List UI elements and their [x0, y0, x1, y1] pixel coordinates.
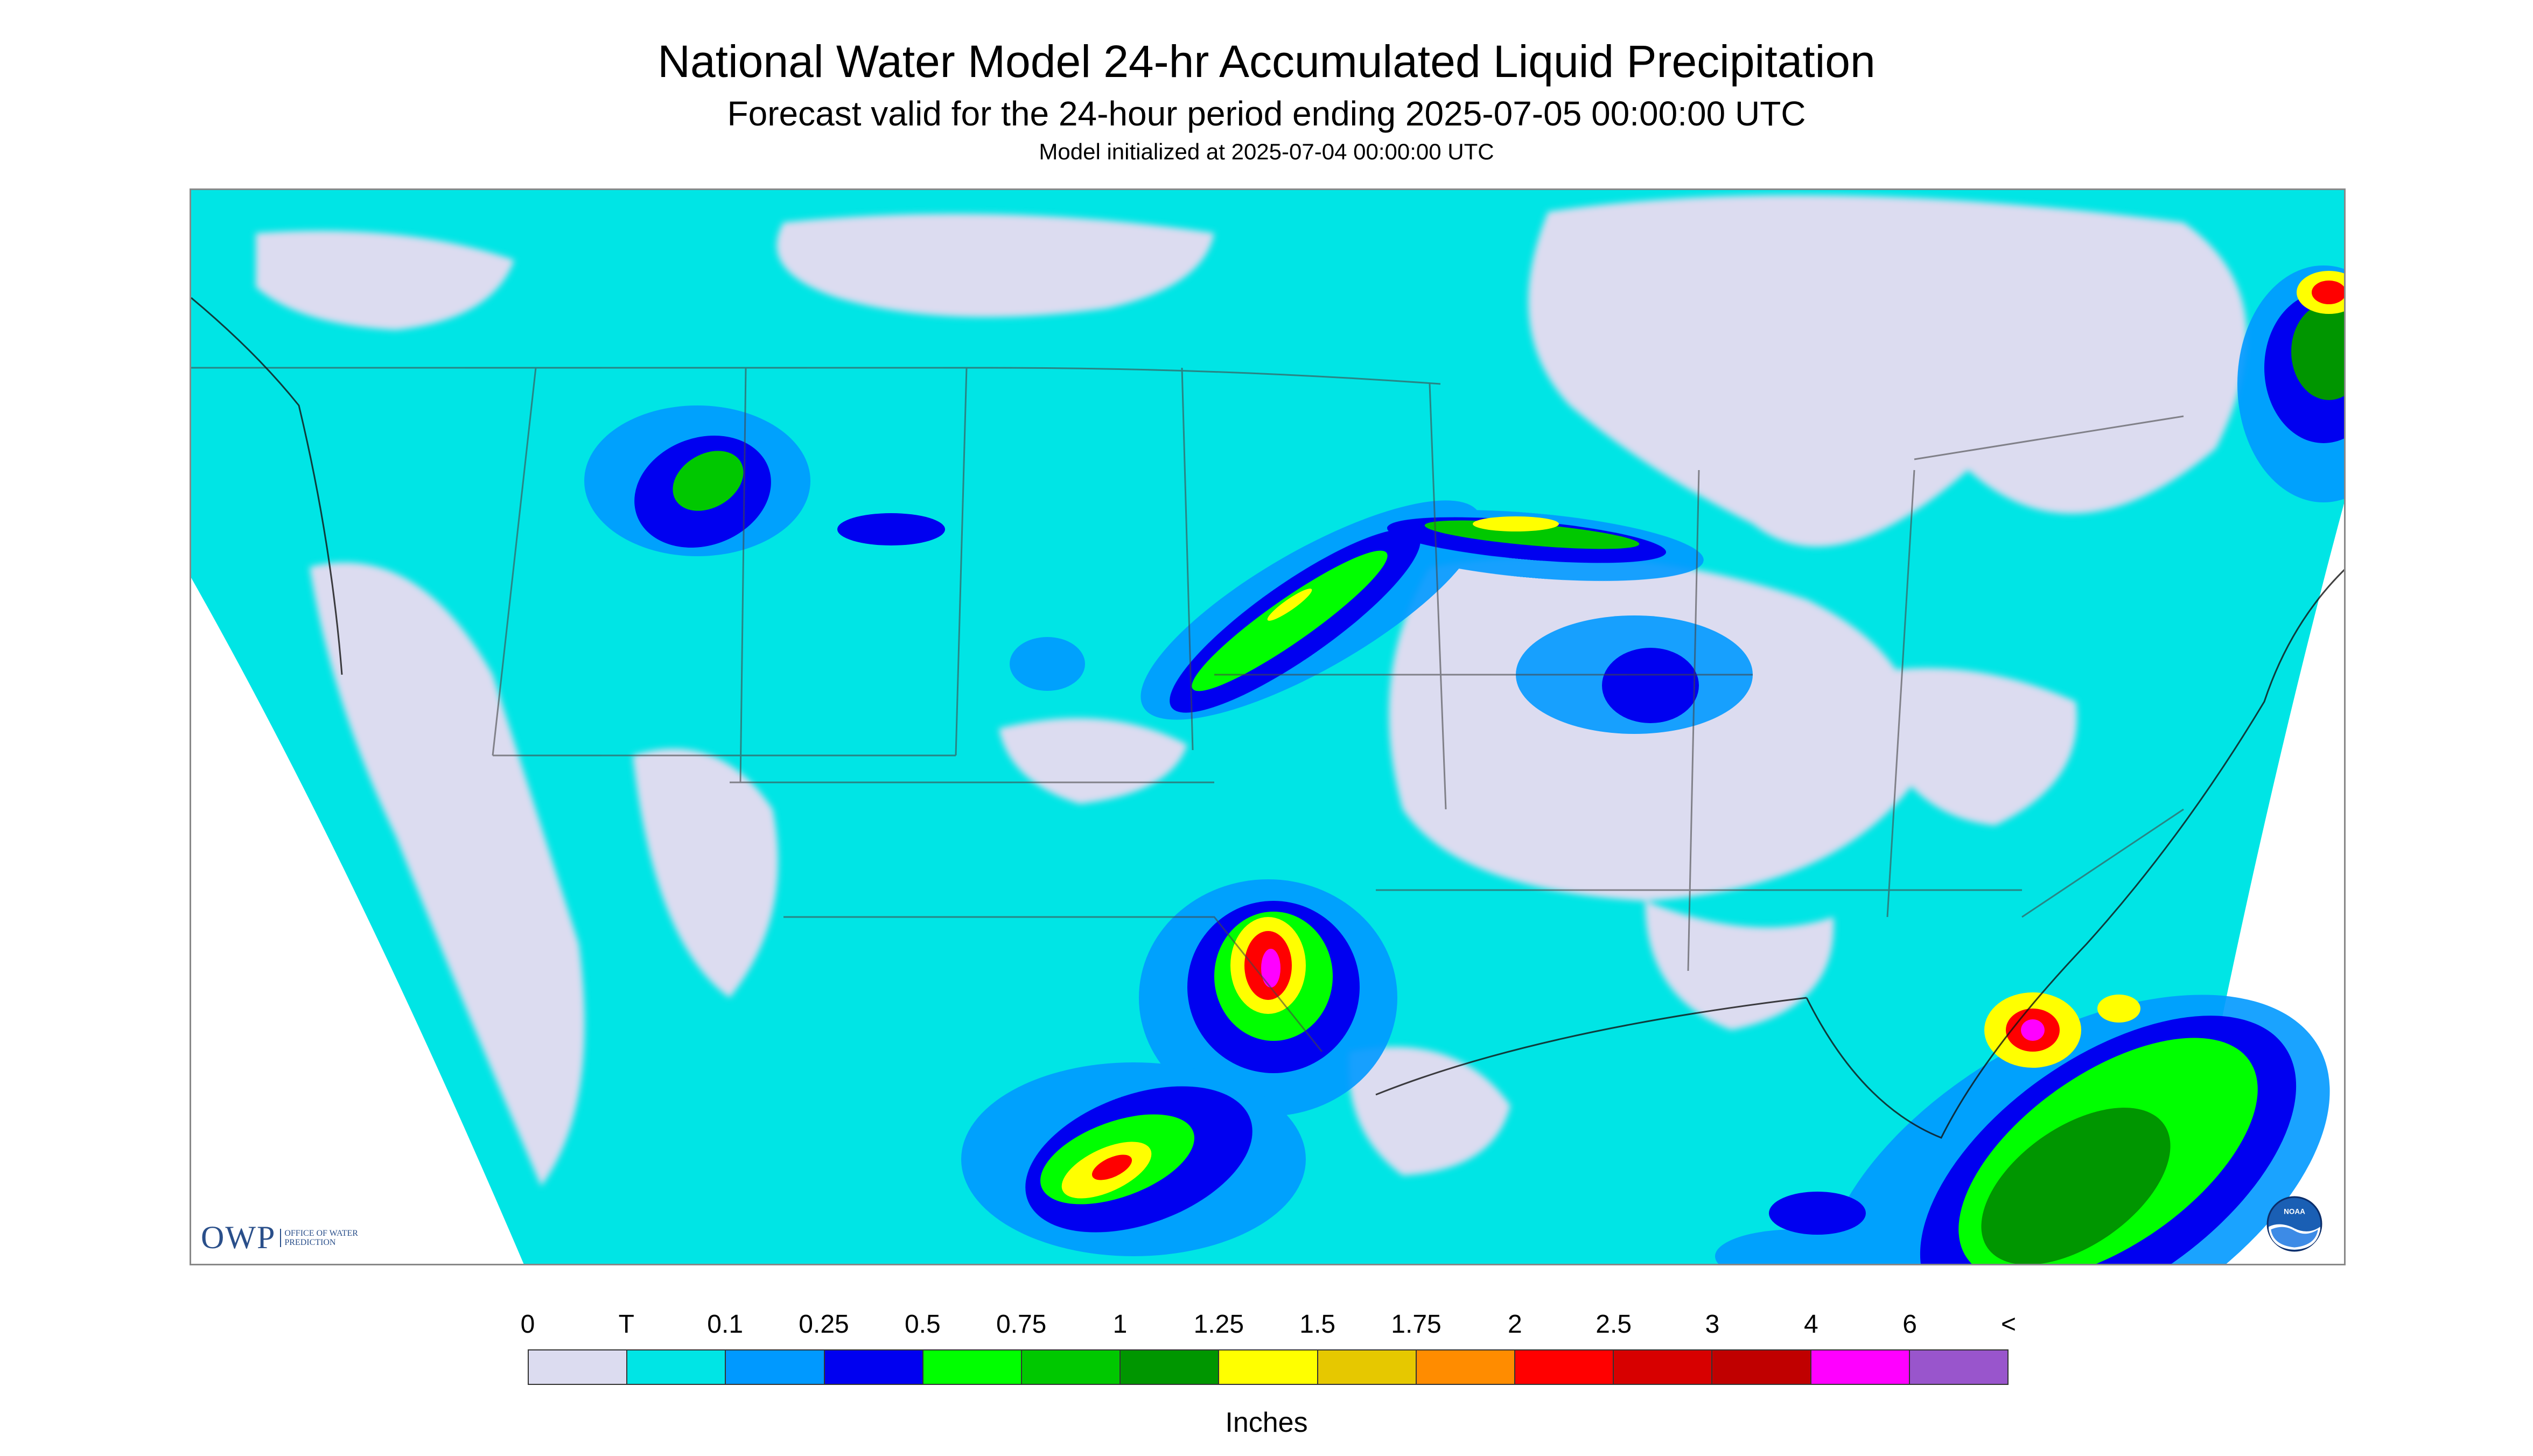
legend-label: 0.25: [799, 1310, 849, 1339]
noaa-logo-label: NOAA: [2284, 1207, 2305, 1215]
map-subtitle: Forecast valid for the 24-hour period en…: [727, 94, 1806, 133]
legend-swatch: [1022, 1350, 1121, 1384]
legend-swatch: [1712, 1350, 1811, 1384]
precip-legend: 0 T 0.1 0.25 0.5 0.75 1 1.25 1.5 1.75 2 2.5 3 4 6 <: [521, 1310, 2016, 1385]
legend-swatch: [1416, 1350, 1516, 1384]
legend-units: Inches: [1225, 1407, 1308, 1438]
legend-swatch: [1909, 1350, 2008, 1384]
legend-label: 3: [1705, 1310, 1720, 1339]
legend-swatch: [923, 1350, 1023, 1384]
legend-swatch: [1318, 1350, 1417, 1384]
legend-swatch: [1219, 1350, 1318, 1384]
noaa-logo-icon: NOAA: [2266, 1196, 2322, 1252]
legend-swatch: [824, 1350, 923, 1384]
political-boundaries: [191, 367, 2184, 1052]
legend-label: 1.75: [1391, 1310, 1442, 1339]
legend-swatch: [726, 1350, 825, 1384]
legend-label: 6: [1902, 1310, 1918, 1339]
legend-label: <: [2000, 1310, 2017, 1339]
legend-swatch: [1515, 1350, 1614, 1384]
legend-label: T: [618, 1310, 634, 1339]
legend-swatch: [1121, 1350, 1220, 1384]
legend-label: 0.1: [707, 1310, 744, 1339]
map-title: National Water Model 24-hr Accumulated L…: [657, 36, 1876, 87]
legend-label: 1: [1112, 1310, 1128, 1339]
legend-label: 1.5: [1299, 1310, 1336, 1339]
legend-label: 1.25: [1193, 1310, 1244, 1339]
legend-label: 4: [1803, 1310, 1818, 1339]
legend-color-bar: [528, 1349, 2009, 1385]
legend-swatch: [627, 1350, 726, 1384]
owp-logo-text: OWP: [201, 1220, 276, 1255]
map-canvas: [191, 190, 2344, 1264]
model-init-time: Model initialized at 2025-07-04 00:00:00…: [1039, 139, 1494, 164]
legend-label: 2: [1507, 1310, 1522, 1339]
legend-label: 2.5: [1596, 1310, 1632, 1339]
legend-label: 0.5: [904, 1310, 941, 1339]
legend-label: 0: [520, 1310, 535, 1339]
legend-label: 0.75: [996, 1310, 1047, 1339]
legend-swatch: [529, 1350, 628, 1384]
legend-swatch: [1811, 1350, 1910, 1384]
owp-logo-subtext: OFFICE OF WATER PREDICTION: [280, 1228, 365, 1247]
coastlines: [191, 297, 2344, 1139]
legend-swatch: [1614, 1350, 1713, 1384]
no-precip-regions: [256, 195, 2247, 1186]
very-heavy-precip-regions: [1061, 271, 2344, 1199]
precipitation-map[interactable]: OWP OFFICE OF WATER PREDICTION NOAA: [190, 188, 2346, 1265]
owp-logo: OWP OFFICE OF WATER PREDICTION: [201, 1219, 365, 1256]
